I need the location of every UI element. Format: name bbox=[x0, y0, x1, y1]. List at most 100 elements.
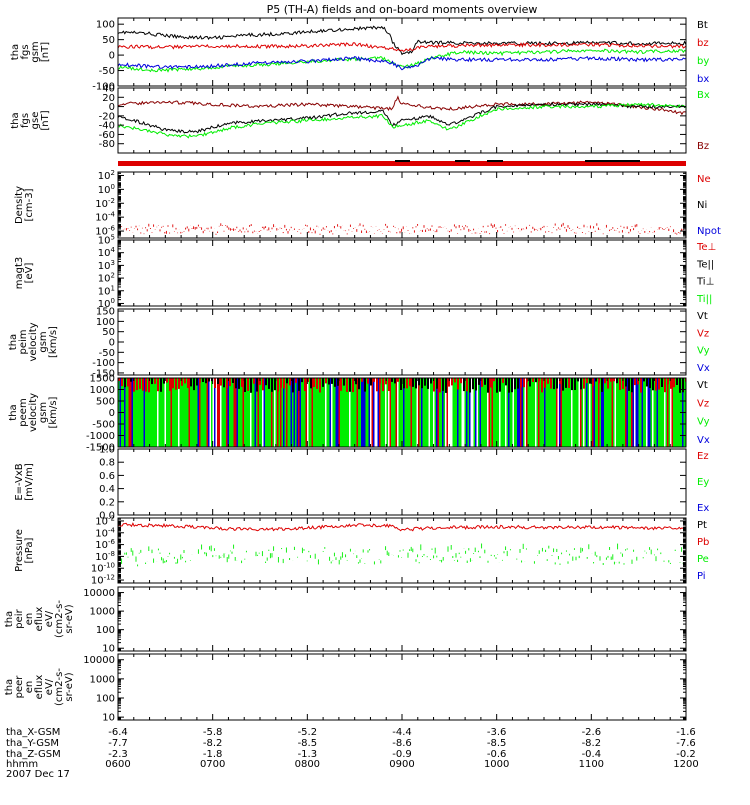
velocity-top bbox=[175, 378, 177, 390]
velocity-band bbox=[211, 378, 213, 447]
velocity-top bbox=[382, 378, 384, 392]
velocity-band bbox=[605, 378, 608, 447]
velocity-top bbox=[541, 378, 543, 393]
velocity-band bbox=[170, 378, 173, 447]
velocity-band bbox=[533, 378, 536, 447]
velocity-band bbox=[500, 378, 503, 447]
velocity-top bbox=[565, 378, 567, 388]
velocity-band bbox=[182, 378, 185, 447]
velocity-band bbox=[457, 378, 459, 447]
velocity-band bbox=[577, 378, 579, 447]
y-tick-label: 20 bbox=[102, 93, 115, 104]
velocity-top bbox=[208, 378, 210, 382]
series-Pb bbox=[118, 522, 686, 532]
velocity-top bbox=[670, 378, 672, 389]
velocity-top bbox=[232, 378, 234, 383]
y-tick-label: 101 bbox=[98, 284, 115, 297]
y-tick-label: 1000 bbox=[90, 385, 115, 396]
y-tick-label: 0.0 bbox=[99, 511, 115, 522]
y-axis-label: peir bbox=[14, 608, 25, 628]
velocity-band bbox=[391, 378, 393, 447]
velocity-band bbox=[554, 378, 557, 447]
velocity-band bbox=[305, 378, 308, 447]
velocity-band bbox=[307, 378, 309, 447]
y-tick-label: 1.0 bbox=[99, 445, 115, 456]
velocity-band bbox=[299, 378, 302, 447]
ephemeris-value: -8.5 bbox=[487, 738, 507, 749]
legend-Ey: Ey bbox=[697, 477, 709, 488]
velocity-band bbox=[608, 378, 611, 447]
mode-strip-mark bbox=[395, 160, 410, 162]
velocity-band bbox=[157, 378, 159, 447]
x-tick-label: 0900 bbox=[389, 759, 414, 770]
velocity-top bbox=[256, 378, 258, 392]
velocity-top bbox=[145, 378, 147, 392]
velocity-band bbox=[134, 378, 137, 447]
y-axis-label: eV/ bbox=[44, 610, 55, 627]
velocity-band bbox=[535, 378, 537, 447]
velocity-band bbox=[536, 378, 539, 447]
velocity-band bbox=[613, 378, 615, 447]
velocity-band bbox=[674, 378, 677, 447]
velocity-band bbox=[311, 378, 314, 447]
velocity-band bbox=[253, 378, 255, 447]
x-tick-label: 0700 bbox=[200, 759, 225, 770]
velocity-band bbox=[287, 378, 290, 447]
velocity-band bbox=[275, 378, 278, 447]
ephemeris-value: -5.2 bbox=[298, 727, 318, 738]
velocity-band bbox=[382, 378, 384, 447]
y-axis-label: tha bbox=[10, 44, 21, 60]
velocity-top bbox=[499, 378, 501, 392]
velocity-top bbox=[328, 378, 330, 385]
y-axis-label: en bbox=[24, 613, 35, 626]
velocity-top bbox=[493, 378, 495, 382]
velocity-band bbox=[610, 378, 612, 447]
velocity-top bbox=[181, 378, 183, 386]
velocity-band bbox=[220, 378, 222, 447]
velocity-band bbox=[586, 378, 588, 447]
velocity-top bbox=[346, 378, 348, 392]
velocity-band bbox=[125, 378, 128, 447]
velocity-top bbox=[157, 378, 159, 392]
ephemeris-label: hhmm bbox=[6, 759, 38, 770]
velocity-top bbox=[508, 378, 510, 393]
velocity-band bbox=[352, 378, 354, 447]
velocity-top bbox=[637, 378, 639, 385]
legend-Vx: Vx bbox=[697, 363, 710, 374]
velocity-band bbox=[373, 378, 375, 447]
velocity-band bbox=[628, 378, 630, 447]
velocity-band bbox=[400, 378, 402, 447]
y-tick-label: 10-4 bbox=[95, 211, 115, 224]
velocity-band bbox=[248, 378, 251, 447]
velocity-band bbox=[217, 378, 219, 447]
panel-frame bbox=[117, 308, 687, 376]
velocity-top bbox=[625, 378, 627, 387]
velocity-band bbox=[584, 378, 587, 447]
velocity-top bbox=[322, 378, 324, 387]
velocity-band bbox=[242, 378, 245, 447]
velocity-band bbox=[316, 378, 318, 447]
velocity-band bbox=[403, 378, 405, 447]
velocity-band bbox=[650, 378, 653, 447]
y-axis-label: tha bbox=[4, 679, 15, 695]
velocity-band bbox=[190, 378, 192, 447]
velocity-band bbox=[260, 378, 263, 447]
velocity-band bbox=[184, 378, 186, 447]
velocity-band bbox=[646, 378, 648, 447]
velocity-top bbox=[652, 378, 654, 391]
velocity-top bbox=[331, 378, 333, 384]
panel-data-pressure bbox=[118, 522, 686, 567]
velocity-top bbox=[394, 378, 396, 384]
velocity-band bbox=[328, 378, 330, 447]
velocity-band bbox=[130, 378, 132, 447]
velocity-band bbox=[653, 378, 656, 447]
velocity-band bbox=[212, 378, 215, 447]
y-tick-label: -1000 bbox=[86, 431, 115, 442]
velocity-band bbox=[572, 378, 575, 447]
velocity-band bbox=[290, 378, 293, 447]
velocity-top bbox=[385, 378, 387, 385]
y-axis-label: peer bbox=[14, 675, 25, 699]
velocity-top bbox=[661, 378, 663, 387]
velocity-band bbox=[341, 378, 344, 447]
velocity-band bbox=[371, 378, 374, 447]
